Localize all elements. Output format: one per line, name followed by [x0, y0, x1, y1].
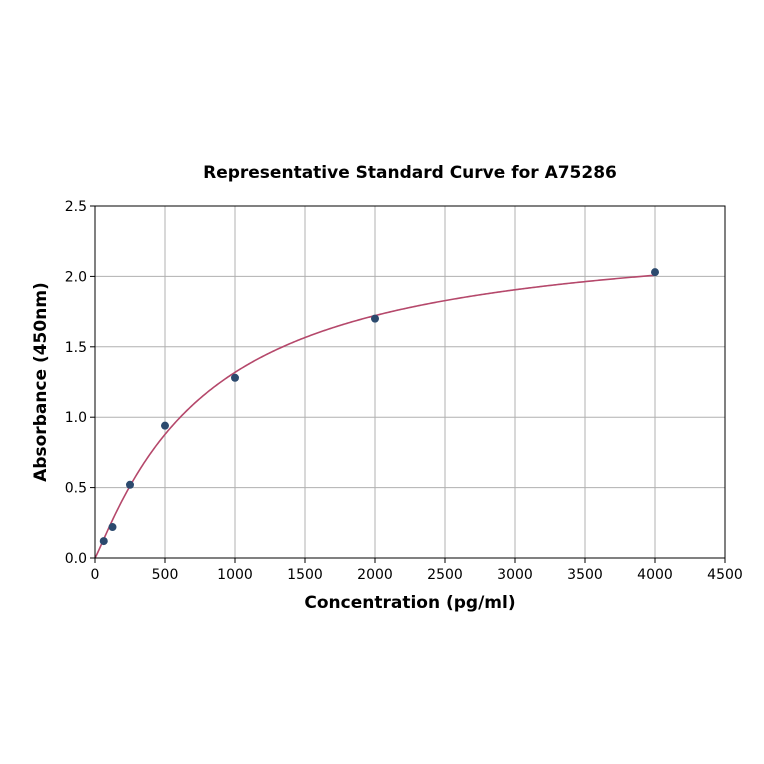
- x-tick-label: 3500: [567, 567, 603, 583]
- data-points: [99, 268, 659, 546]
- x-tick-label: 2500: [427, 567, 463, 583]
- y-tick-label: 0.5: [65, 481, 87, 497]
- x-tick-label: 3000: [497, 567, 533, 583]
- x-tick-label: 1000: [217, 567, 253, 583]
- plot-frame: [94, 205, 726, 559]
- y-tick-label: 2.5: [65, 199, 87, 215]
- data-point: [371, 314, 379, 323]
- data-point: [99, 537, 108, 546]
- y-tick-label: 0.0: [65, 551, 87, 567]
- data-point: [231, 373, 239, 382]
- x-tick-label: 500: [152, 567, 179, 583]
- grid: [94, 205, 726, 559]
- data-point: [161, 421, 169, 430]
- y-axis-label: Absorbance (450nm): [31, 282, 51, 482]
- y-tick-label: 1.5: [65, 340, 87, 356]
- x-tick-label: 4000: [637, 567, 673, 583]
- x-tick-label: 0: [91, 567, 100, 583]
- x-axis-label: Concentration (pg/ml): [304, 593, 515, 613]
- y-tick-label: 2.0: [65, 269, 87, 285]
- data-point: [108, 523, 117, 532]
- data-point: [126, 480, 134, 489]
- chart-title: Representative Standard Curve for A75286: [203, 163, 617, 183]
- y-tick-label: 1.0: [65, 410, 87, 426]
- x-tick-label: 4500: [707, 567, 743, 583]
- x-tick-label: 1500: [287, 567, 323, 583]
- x-axis-ticks: 0 500 1000 1500 2000 2500 3000 3500 4000 4500: [91, 558, 743, 583]
- y-axis-ticks: 0.0 0.5 1.0 1.5 2.0 2.5: [65, 199, 95, 567]
- data-point: [651, 268, 659, 277]
- x-tick-label: 2000: [357, 567, 393, 583]
